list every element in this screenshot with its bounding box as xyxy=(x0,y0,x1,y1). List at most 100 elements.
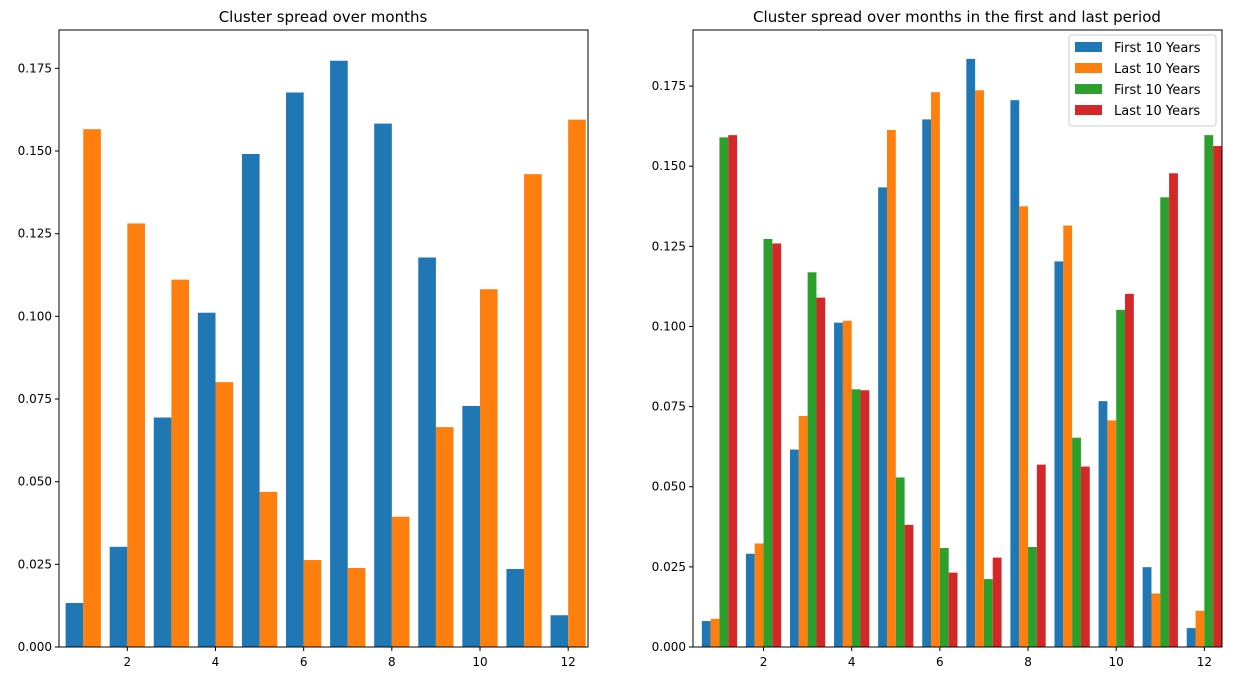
x-tick-label: 8 xyxy=(1024,655,1032,669)
legend-swatch xyxy=(1075,105,1102,115)
y-tick-label: 0.025 xyxy=(652,560,686,574)
bar xyxy=(1116,309,1126,647)
bar xyxy=(842,320,852,647)
chart-right-y-axis: 0.000 0.025 0.050 0.075 0.100 0.125 0.150 0.175 xyxy=(652,79,693,654)
bar xyxy=(1142,567,1152,647)
bar xyxy=(83,129,101,647)
legend-swatch xyxy=(1075,84,1102,94)
bar xyxy=(772,243,782,647)
x-tick-label: 6 xyxy=(936,655,944,669)
y-tick-label: 0.075 xyxy=(18,392,52,406)
bar xyxy=(975,90,984,647)
chart-left-frame xyxy=(58,29,589,648)
bar xyxy=(701,621,711,647)
bar xyxy=(860,390,870,647)
bar xyxy=(728,135,738,647)
y-tick-label: 0.100 xyxy=(652,319,686,333)
bar xyxy=(1213,146,1222,647)
bar xyxy=(1010,100,1020,647)
bar xyxy=(886,130,896,647)
chart-right-x-axis: 2 4 6 8 10 12 xyxy=(760,647,1212,669)
bar xyxy=(506,568,525,647)
bar xyxy=(983,579,993,647)
bar xyxy=(65,603,84,647)
bar xyxy=(1186,628,1196,647)
bar xyxy=(922,119,932,648)
x-tick-label: 2 xyxy=(760,655,768,669)
bar xyxy=(939,547,949,647)
bar xyxy=(330,60,348,647)
chart-left: Cluster spread over months 0.0000.0250.0… xyxy=(18,8,589,669)
bar xyxy=(524,174,542,648)
bar xyxy=(391,516,410,647)
bar xyxy=(1036,464,1046,647)
y-tick-label: 0.175 xyxy=(18,61,52,75)
bar xyxy=(816,297,826,647)
bar xyxy=(904,524,914,647)
bar xyxy=(347,567,366,647)
bar xyxy=(710,618,720,647)
bar xyxy=(851,389,861,647)
bar xyxy=(568,119,586,648)
bar xyxy=(948,572,958,647)
bar xyxy=(1151,593,1161,647)
x-tick-label: 4 xyxy=(212,655,220,669)
bar xyxy=(1080,466,1090,647)
legend-label: Last 10 Years xyxy=(1114,104,1200,119)
bar xyxy=(719,137,729,647)
bar xyxy=(480,289,498,647)
bar xyxy=(834,322,843,647)
bar xyxy=(109,546,128,647)
legend-label: Last 10 Years xyxy=(1114,62,1200,77)
x-tick-label: 12 xyxy=(1197,655,1212,669)
bar xyxy=(197,312,216,647)
bar xyxy=(931,92,940,648)
bar xyxy=(895,477,905,647)
bar xyxy=(303,560,322,647)
x-tick-label: 4 xyxy=(848,655,856,669)
bar xyxy=(1063,225,1073,647)
chart-right-frame xyxy=(692,29,1223,648)
y-tick-label: 0.175 xyxy=(652,79,686,93)
x-tick-label: 12 xyxy=(561,655,576,669)
bar xyxy=(1160,197,1170,647)
y-tick-label: 0.100 xyxy=(18,309,52,323)
bar xyxy=(1019,206,1029,648)
bar xyxy=(1028,547,1037,647)
x-tick-label: 10 xyxy=(1109,655,1124,669)
x-tick-label: 2 xyxy=(124,655,132,669)
bar xyxy=(286,92,304,648)
bar xyxy=(992,557,1002,647)
chart-right-bars xyxy=(701,58,1222,648)
bar xyxy=(763,238,773,648)
bar xyxy=(374,123,392,647)
chart-right-title: Cluster spread over months in the first … xyxy=(753,8,1161,26)
y-tick-label: 0.075 xyxy=(652,400,686,414)
chart-right-legend: First 10 Years Last 10 Years First 10 Ye… xyxy=(1068,34,1217,127)
bar xyxy=(462,405,480,647)
legend-swatch xyxy=(1075,63,1102,73)
bar xyxy=(153,417,172,647)
y-tick-label: 0.050 xyxy=(18,475,52,489)
bar xyxy=(798,415,808,647)
legend-box xyxy=(1068,34,1217,127)
chart-left-title: Cluster spread over months xyxy=(219,8,428,26)
bar xyxy=(1125,293,1134,647)
bar xyxy=(1169,173,1178,647)
legend-label: First 10 Years xyxy=(1114,83,1201,98)
bar xyxy=(127,223,145,647)
bar xyxy=(807,272,817,647)
bar xyxy=(1098,401,1108,647)
bar xyxy=(1054,261,1064,647)
bar xyxy=(1195,610,1205,647)
bar xyxy=(435,427,454,647)
bar xyxy=(241,154,260,647)
chart-right: Cluster spread over months in the first … xyxy=(652,8,1223,669)
bar xyxy=(878,187,887,647)
y-tick-label: 0.125 xyxy=(652,239,686,253)
bar xyxy=(966,58,976,648)
y-tick-label: 0.025 xyxy=(18,557,52,571)
legend-label: First 10 Years xyxy=(1114,41,1201,56)
bar xyxy=(215,382,234,647)
